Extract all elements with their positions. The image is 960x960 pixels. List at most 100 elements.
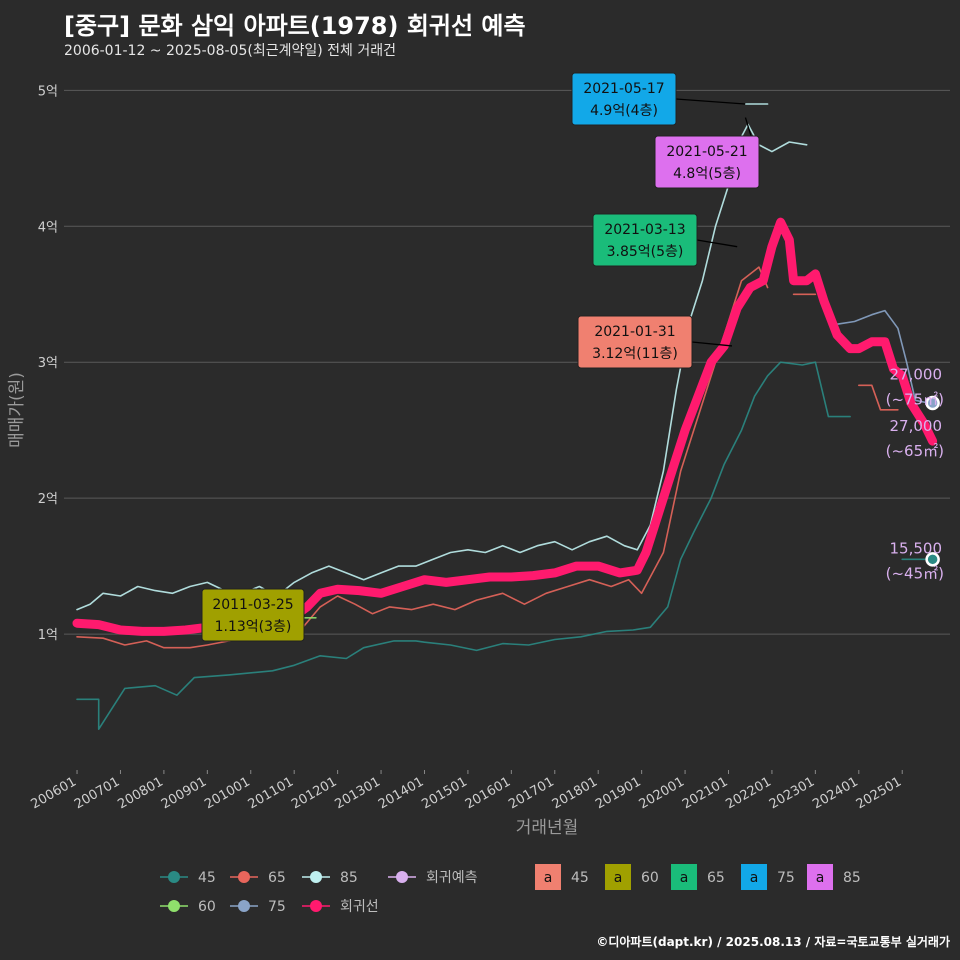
legend-box-item-65: a 65	[671, 864, 725, 890]
legend-box-swatch	[741, 864, 767, 890]
legend-item-45: 45	[160, 870, 216, 886]
legend-key-dot	[168, 900, 180, 912]
legend-box-swatch	[807, 864, 833, 890]
annotation-leader	[691, 341, 733, 347]
x-tick-label: 202201	[723, 774, 773, 812]
series-line-75	[836, 309, 930, 404]
x-axis-title: 거래년월	[516, 818, 579, 838]
end-label-area: (~65㎡)	[886, 442, 944, 460]
legend-box-item-85: a 85	[807, 864, 861, 890]
legend-box-glyph: a	[614, 870, 623, 886]
legend-box-glyph: a	[816, 870, 825, 886]
legend-box-glyph: a	[544, 870, 553, 886]
legend-box-item-45: a 45	[535, 864, 589, 890]
y-tick-label: 5억	[38, 84, 58, 99]
legend-key-dot	[238, 900, 250, 912]
legend-key-dot	[238, 871, 250, 883]
legend-box-glyph: a	[680, 870, 689, 886]
x-tick-label: 201801	[550, 774, 600, 812]
annotation-price: 4.9억(4층)	[590, 103, 658, 119]
x-tick-label: 200601	[29, 774, 79, 812]
end-label-e75: 27,000 (~75㎡)	[886, 365, 944, 408]
source-caption: ©디아파트(dapt.kr) / 2025.08.13 / 자료=국토교통부 실…	[596, 935, 950, 949]
annotation-date: 2021-01-31	[594, 324, 675, 340]
x-tick-label: 201001	[202, 774, 252, 812]
legend-box-glyph: a	[750, 870, 759, 886]
end-label-area: (~75㎡)	[886, 390, 944, 408]
x-tick-label: 201901	[593, 774, 643, 812]
legend-item-회귀예측: 회귀예측	[388, 870, 478, 886]
legend-item-65: 65	[230, 870, 286, 886]
x-tick-label: 202501	[854, 774, 904, 812]
annotation-a45: 2021-01-31 3.12억(11층)	[577, 315, 733, 369]
x-tick-label: 202301	[767, 774, 817, 812]
series-line-65	[76, 266, 769, 649]
end-point-45	[925, 552, 940, 567]
end-label-value: 27,000	[890, 417, 943, 435]
x-tick-label: 202401	[810, 774, 860, 812]
legend-item-85: 85	[302, 870, 358, 886]
y-tick-label: 1억	[38, 628, 58, 643]
legend-key-dot	[310, 900, 322, 912]
annotation-a85: 2021-05-21 4.8억(5층)	[654, 117, 760, 189]
legend-box-label: 85	[843, 870, 861, 886]
x-tick-label: 201101	[246, 774, 296, 812]
x-tick-label: 200701	[72, 774, 122, 812]
x-tick-label: 202101	[680, 774, 730, 812]
chart-subtitle: 2006-01-12 ~ 2025-08-05(최근계약일) 전체 거래건	[64, 43, 396, 59]
x-tick-label: 202001	[637, 774, 687, 812]
legend-label: 회귀선	[340, 899, 379, 915]
annotation-leader	[696, 239, 738, 248]
legend-box-item-60: a 60	[605, 864, 659, 890]
legend-box-label: 45	[571, 870, 589, 886]
legend: 45 65 85 회귀예측 60 75 회귀선 a 45 a 60 a 65 a 75 a 85	[160, 864, 861, 915]
series-line-회귀선	[72, 217, 938, 636]
end-label-value: 27,000	[890, 365, 943, 383]
legend-box-item-75: a 75	[741, 864, 795, 890]
annotation-a65: 2021-03-13 3.85억(5층)	[592, 213, 738, 267]
legend-item-60: 60	[160, 899, 216, 915]
legend-key-dot	[168, 871, 180, 883]
legend-box-label: 65	[707, 870, 725, 886]
legend-box-label: 75	[777, 870, 795, 886]
x-tick-label: 201501	[419, 774, 469, 812]
x-tick-label: 201601	[463, 774, 513, 812]
end-label-area: (~45㎡)	[886, 564, 944, 582]
chart-title: [중구] 문화 삼익 아파트(1978) 회귀선 예측	[64, 12, 526, 40]
annotation-leader	[675, 98, 746, 105]
annotation-price: 3.85억(5층)	[607, 244, 684, 260]
end-point-75	[925, 395, 940, 411]
y-tick-label: 2억	[38, 492, 58, 507]
x-tick-label: 201301	[333, 774, 383, 812]
annotation-a75: 2021-05-17 4.9억(4층)	[571, 72, 746, 126]
legend-item-75: 75	[230, 899, 286, 915]
annotation-price: 3.12억(11층)	[592, 346, 678, 362]
legend-box-swatch	[605, 864, 631, 890]
legend-label: 75	[268, 899, 286, 915]
end-label-value: 15,500	[890, 539, 943, 557]
annotation-price: 4.8억(5층)	[673, 166, 741, 182]
legend-item-회귀선: 회귀선	[302, 899, 379, 915]
annotation-box	[592, 213, 698, 267]
legend-label: 85	[340, 870, 358, 886]
annotation-box	[654, 135, 760, 189]
y-tick-label: 4억	[38, 220, 58, 235]
x-tick-label: 201201	[289, 774, 339, 812]
annotation-date: 2021-05-21	[666, 144, 747, 160]
annotation-price: 1.13억(3층)	[215, 619, 292, 635]
legend-label: 65	[268, 870, 286, 886]
legend-box-swatch	[535, 864, 561, 890]
annotation-date: 2021-03-13	[604, 222, 685, 238]
annotation-date: 2011-03-25	[212, 597, 293, 613]
legend-box-label: 60	[641, 870, 659, 886]
series-line-65-c	[858, 384, 899, 411]
legend-label: 60	[198, 899, 216, 915]
end-label-e45: 15,500 (~45㎡)	[886, 539, 944, 582]
x-tick-label: 201701	[506, 774, 556, 812]
y-tick-label: 3억	[38, 356, 58, 371]
annotation-box	[201, 588, 305, 642]
series-line-85	[76, 123, 808, 611]
annotation-date: 2021-05-17	[583, 81, 664, 97]
annotation-box	[571, 72, 677, 126]
